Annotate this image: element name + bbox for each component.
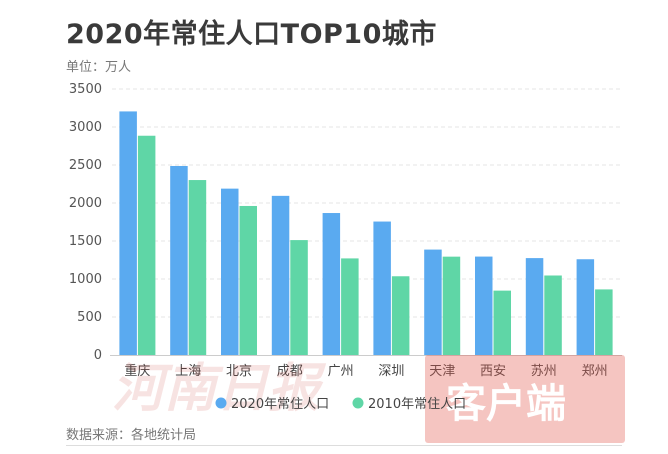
bar-2010 <box>188 180 207 355</box>
chart-title: 2020年常住人口TOP10城市 <box>66 19 437 50</box>
watermark-badge-text: 客户端 <box>446 381 566 427</box>
bars <box>119 111 613 355</box>
x-tick-label: 苏州 <box>531 363 557 379</box>
x-axis-labels: 重庆 上海 北京 成都 广州 深圳 天津 西安 苏州 郑州 <box>124 363 607 379</box>
x-tick-label: 北京 <box>226 364 252 379</box>
legend-label-2010: 2010年常住人口 <box>368 397 466 412</box>
bar-2010 <box>137 135 156 355</box>
y-tick-label: 3000 <box>69 120 102 135</box>
legend: 2020年常住人口 2010年常住人口 <box>215 397 466 412</box>
y-tick-label: 500 <box>77 310 102 325</box>
x-tick-label: 成都 <box>277 364 303 379</box>
source-label: 数据来源：各地统计局 <box>66 428 197 443</box>
legend-marker-2010 <box>352 397 364 409</box>
bar-2020 <box>475 256 493 355</box>
bar-2020 <box>525 258 544 355</box>
x-tick-label: 广州 <box>328 364 354 379</box>
y-tick-label: 0 <box>94 348 102 363</box>
bar-2020 <box>170 165 188 355</box>
watermark-text: 河南日报 <box>112 359 327 419</box>
bar-2010 <box>239 205 257 355</box>
bar-2020 <box>221 188 239 355</box>
y-tick-label: 2500 <box>69 158 102 173</box>
legend-marker-2020 <box>215 397 227 409</box>
y-tick-label: 2000 <box>69 196 102 211</box>
legend-label-2020: 2020年常住人口 <box>231 397 329 412</box>
x-tick-label: 天津 <box>429 364 455 379</box>
x-tick-label: 上海 <box>175 364 201 379</box>
unit-label: 单位：万人 <box>66 60 132 75</box>
watermark: 河南日报 客户端 <box>112 355 625 443</box>
y-tick-label: 1000 <box>69 272 102 287</box>
bottom-divider <box>66 445 622 446</box>
x-tick-label: 重庆 <box>124 363 150 379</box>
bar-2020 <box>119 111 137 355</box>
bar-2020 <box>322 213 341 355</box>
x-tick-label: 郑州 <box>582 364 608 379</box>
x-tick-label: 西安 <box>480 364 506 379</box>
bar-2020 <box>373 221 391 355</box>
bar-2010 <box>290 240 308 355</box>
y-tick-label: 1500 <box>69 234 102 249</box>
bar-2020 <box>424 249 442 355</box>
watermark-badge <box>425 355 625 443</box>
bar-2010 <box>341 258 359 355</box>
y-tick-label: 3500 <box>69 82 102 97</box>
bar-2020 <box>271 195 290 355</box>
bar-2020 <box>576 259 595 355</box>
bar-2010 <box>595 289 613 355</box>
bar-2010 <box>544 275 562 355</box>
bar-2010 <box>442 256 461 355</box>
y-axis-ticks: 0 500 1000 1500 2000 2500 3000 3500 <box>69 82 102 363</box>
x-tick-label: 深圳 <box>378 364 404 379</box>
bar-2010 <box>493 290 511 355</box>
bar-2010 <box>391 276 410 355</box>
gridlines <box>112 88 620 318</box>
